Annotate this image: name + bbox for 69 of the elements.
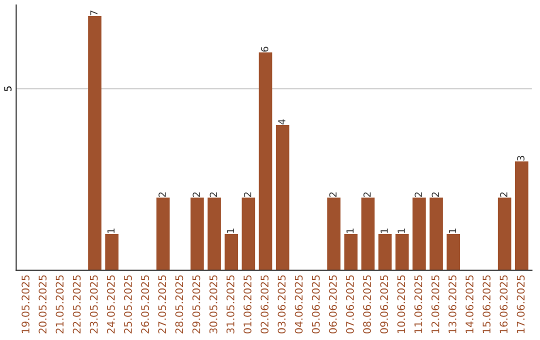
- x-tick-label: 19.05.2025: [22, 275, 30, 333]
- x-tick-label: 23.05.2025: [90, 275, 98, 334]
- data-label: 2: [158, 192, 166, 197]
- x-tick-label: 03.06.2025: [278, 275, 286, 334]
- data-label: 2: [363, 192, 371, 197]
- data-label: 1: [380, 228, 388, 233]
- bar: [242, 198, 256, 270]
- data-label: 2: [210, 192, 217, 197]
- x-tick-label: 11.06.2025: [414, 275, 422, 333]
- bar: [446, 234, 460, 270]
- x-tick-label: 17.06.2025: [516, 275, 525, 333]
- data-label: 1: [346, 228, 354, 233]
- x-tick-label: 24.05.2025: [106, 275, 115, 334]
- x-tick-label: 14.06.2025: [466, 275, 474, 333]
- data-label: 1: [398, 228, 405, 233]
- x-tick-label: 22.05.2025: [72, 275, 81, 334]
- x-tick-label: 02.06.2025: [260, 275, 269, 334]
- bar: [498, 198, 512, 270]
- x-tick-label: 13.06.2025: [448, 275, 456, 333]
- x-tick-label: 08.06.2025: [363, 275, 371, 334]
- x-tick-label: 07.06.2025: [346, 275, 354, 334]
- x-tick-label: 21.05.2025: [56, 275, 64, 334]
- x-tick-label: 28.05.2025: [175, 275, 184, 334]
- data-label: 2: [329, 192, 336, 197]
- bar: [224, 234, 238, 270]
- bar: [208, 198, 221, 270]
- data-label: 7: [90, 10, 98, 16]
- x-tick-label: 04.06.2025: [294, 275, 303, 334]
- data-label: 2: [414, 192, 422, 197]
- data-label: 2: [500, 192, 508, 197]
- bar: [344, 234, 358, 270]
- x-tick-label: 10.06.2025: [397, 275, 406, 333]
- bar: [258, 52, 272, 270]
- x-tick-label: 31.05.2025: [226, 275, 234, 334]
- bar: [327, 198, 340, 270]
- bar: [88, 16, 102, 270]
- data-label: 6: [260, 46, 268, 52]
- x-tick-label: 01.06.2025: [244, 275, 252, 334]
- bar: [361, 198, 375, 270]
- data-label: 3: [517, 156, 524, 161]
- data-label: 1: [107, 228, 115, 233]
- x-tick-label: 12.06.2025: [431, 275, 440, 333]
- data-label: 1: [226, 228, 234, 233]
- x-tick-label: 26.05.2025: [141, 275, 149, 334]
- x-tick-label: 09.06.2025: [380, 275, 388, 334]
- x-tick-label: 29.05.2025: [192, 275, 200, 334]
- y-tick-label: 5: [4, 86, 12, 91]
- x-tick-label: 15.06.2025: [482, 275, 491, 333]
- bar: [156, 198, 170, 270]
- bar: [412, 198, 426, 270]
- data-label: 2: [244, 192, 252, 197]
- x-tick-label: 27.05.2025: [158, 275, 166, 334]
- data-label: 1: [448, 228, 456, 233]
- bar: [395, 234, 409, 270]
- bar: [190, 198, 204, 270]
- bar: [105, 234, 118, 270]
- x-tick-label: 16.06.2025: [500, 275, 508, 333]
- data-label: 2: [192, 192, 200, 197]
- bar: [276, 124, 290, 270]
- x-tick-label: 25.05.2025: [124, 275, 132, 334]
- data-label: 2: [432, 192, 439, 197]
- x-tick-label: 06.06.2025: [328, 275, 337, 334]
- bar: [514, 161, 528, 270]
- x-tick-label: 05.06.2025: [312, 275, 320, 334]
- x-tick-label: 30.05.2025: [209, 275, 218, 334]
- x-tick-label: 20.05.2025: [38, 275, 47, 334]
- bar: [430, 198, 443, 270]
- data-label: 4: [278, 119, 286, 125]
- bar: [378, 234, 392, 270]
